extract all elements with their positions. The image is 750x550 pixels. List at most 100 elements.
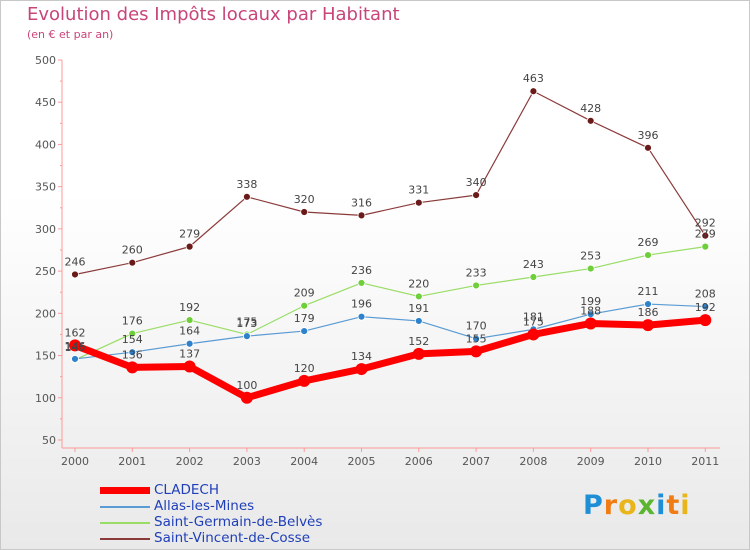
data-label-saint-vincent-de-cosse: 331 [408,184,429,197]
y-tick-label: 50 [42,434,56,447]
series-line-saint-germain-de-belves [74,246,706,361]
series-line-allas-les-mines [74,303,706,360]
series-line-cladech [71,316,709,402]
data-label-cladech: 134 [351,350,372,363]
data-label-saint-germain-de-belves: 233 [466,266,487,279]
logo-letter: t [666,490,681,521]
chart-subtitle: (en € et par an) [27,28,114,41]
data-label-saint-germain-de-belves: 145 [65,341,86,354]
data-point-saint-germain-de-belves [472,281,481,290]
data-label-saint-germain-de-belves: 269 [638,236,659,249]
data-label-cladech: 155 [466,332,487,345]
data-point-saint-vincent-de-cosse [185,242,194,251]
data-point-allas-les-mines [414,317,423,325]
data-point-saint-germain-de-belves [300,301,309,310]
legend-label-saint-vincent-de-cosse: Saint-Vincent-de-Cosse [154,530,311,546]
x-tick-label: 2009 [577,455,605,468]
data-point-saint-germain-de-belves [701,242,710,251]
legend-swatch-allas-les-mines [100,506,150,508]
data-label-saint-vincent-de-cosse: 338 [236,178,257,191]
data-label-saint-vincent-de-cosse: 340 [466,176,487,189]
data-label-allas-les-mines: 146 [65,340,86,353]
chart-title: Evolution des Impôts locaux par Habitant [27,4,400,25]
data-label-cladech: 192 [695,301,716,314]
data-label-cladech: 186 [638,306,659,319]
data-label-saint-vincent-de-cosse: 292 [695,217,716,230]
y-tick-label: 350 [35,181,56,194]
logo-letter: i [680,490,691,521]
data-label-saint-germain-de-belves: 279 [695,228,716,241]
data-label-cladech: 120 [294,362,315,375]
data-label-allas-les-mines: 181 [523,310,544,323]
data-point-saint-germain-de-belves [185,316,194,324]
data-point-saint-vincent-de-cosse [701,231,710,240]
data-label-saint-germain-de-belves: 253 [580,250,601,263]
x-tick-label: 2004 [290,455,318,468]
data-point-cladech [412,347,425,360]
x-tick-label: 2001 [118,455,146,468]
y-tick-label: 500 [35,54,56,67]
data-point-saint-germain-de-belves [586,264,595,273]
data-point-saint-germain-de-belves [529,273,538,281]
data-point-cladech [298,374,311,387]
x-tick-label: 2008 [519,455,547,468]
data-label-saint-germain-de-belves: 243 [523,258,544,271]
legend-label-allas-les-mines: Allas-les-Mines [154,498,255,514]
data-point-allas-les-mines [71,355,79,363]
y-tick-label: 200 [35,307,56,320]
data-label-allas-les-mines: 211 [638,285,659,298]
data-label-allas-les-mines: 179 [294,312,315,325]
y-tick-label: 100 [35,392,56,405]
data-point-cladech [470,345,483,358]
x-tick-label: 2007 [462,455,490,468]
legend-swatch-saint-vincent-de-cosse [100,538,150,540]
data-label-cladech: 162 [65,326,86,339]
data-label-cladech: 175 [523,315,544,328]
data-label-saint-germain-de-belves: 209 [294,287,315,300]
data-point-allas-les-mines [128,348,137,357]
x-tick-label: 2006 [405,455,433,468]
x-tick-label: 2011 [691,455,719,468]
data-point-saint-vincent-de-cosse [414,198,423,207]
legend-label-cladech: CLADECH [154,482,219,498]
data-label-saint-germain-de-belves: 220 [408,277,429,290]
y-tick-label: 150 [35,350,56,363]
logo-letter: o [618,490,638,521]
data-label-allas-les-mines: 199 [580,295,601,308]
data-label-cladech: 137 [179,348,200,361]
data-point-cladech [183,360,196,373]
data-label-cladech: 188 [580,304,601,317]
data-point-cladech [642,319,654,332]
data-label-saint-germain-de-belves: 192 [179,301,200,314]
data-point-saint-germain-de-belves [644,251,652,259]
x-tick-label: 2000 [61,455,89,468]
data-point-cladech [527,328,540,341]
data-label-saint-vincent-de-cosse: 428 [580,102,601,115]
data-label-allas-les-mines: 196 [351,298,372,311]
y-tick-label: 250 [35,265,56,278]
proxiti-logo: Proxiti [583,490,691,521]
data-label-cladech: 100 [236,379,257,392]
legend-swatch-cladech [100,487,150,494]
data-point-allas-les-mines [701,302,710,311]
data-point-cladech [699,314,712,327]
data-point-allas-les-mines [472,334,481,343]
data-point-cladech [69,339,81,352]
legend-label-saint-germain-de-belves: Saint-Germain-de-Belvès [154,514,323,530]
logo-letter: x [637,490,657,521]
data-label-allas-les-mines: 191 [408,302,429,315]
data-label-saint-vincent-de-cosse: 246 [65,255,86,268]
data-label-saint-germain-de-belves: 175 [236,315,257,328]
data-point-cladech [584,317,597,330]
logo-letter: P [583,490,604,521]
data-point-saint-vincent-de-cosse [357,211,366,220]
logo-letter: i [656,490,667,521]
data-label-allas-les-mines: 170 [466,320,487,333]
data-point-saint-vincent-de-cosse [586,116,595,125]
data-label-allas-les-mines: 164 [179,325,200,338]
data-label-saint-vincent-de-cosse: 316 [351,196,372,209]
data-point-cladech [355,363,368,376]
data-point-saint-germain-de-belves [128,329,137,338]
data-label-saint-germain-de-belves: 176 [122,315,143,328]
